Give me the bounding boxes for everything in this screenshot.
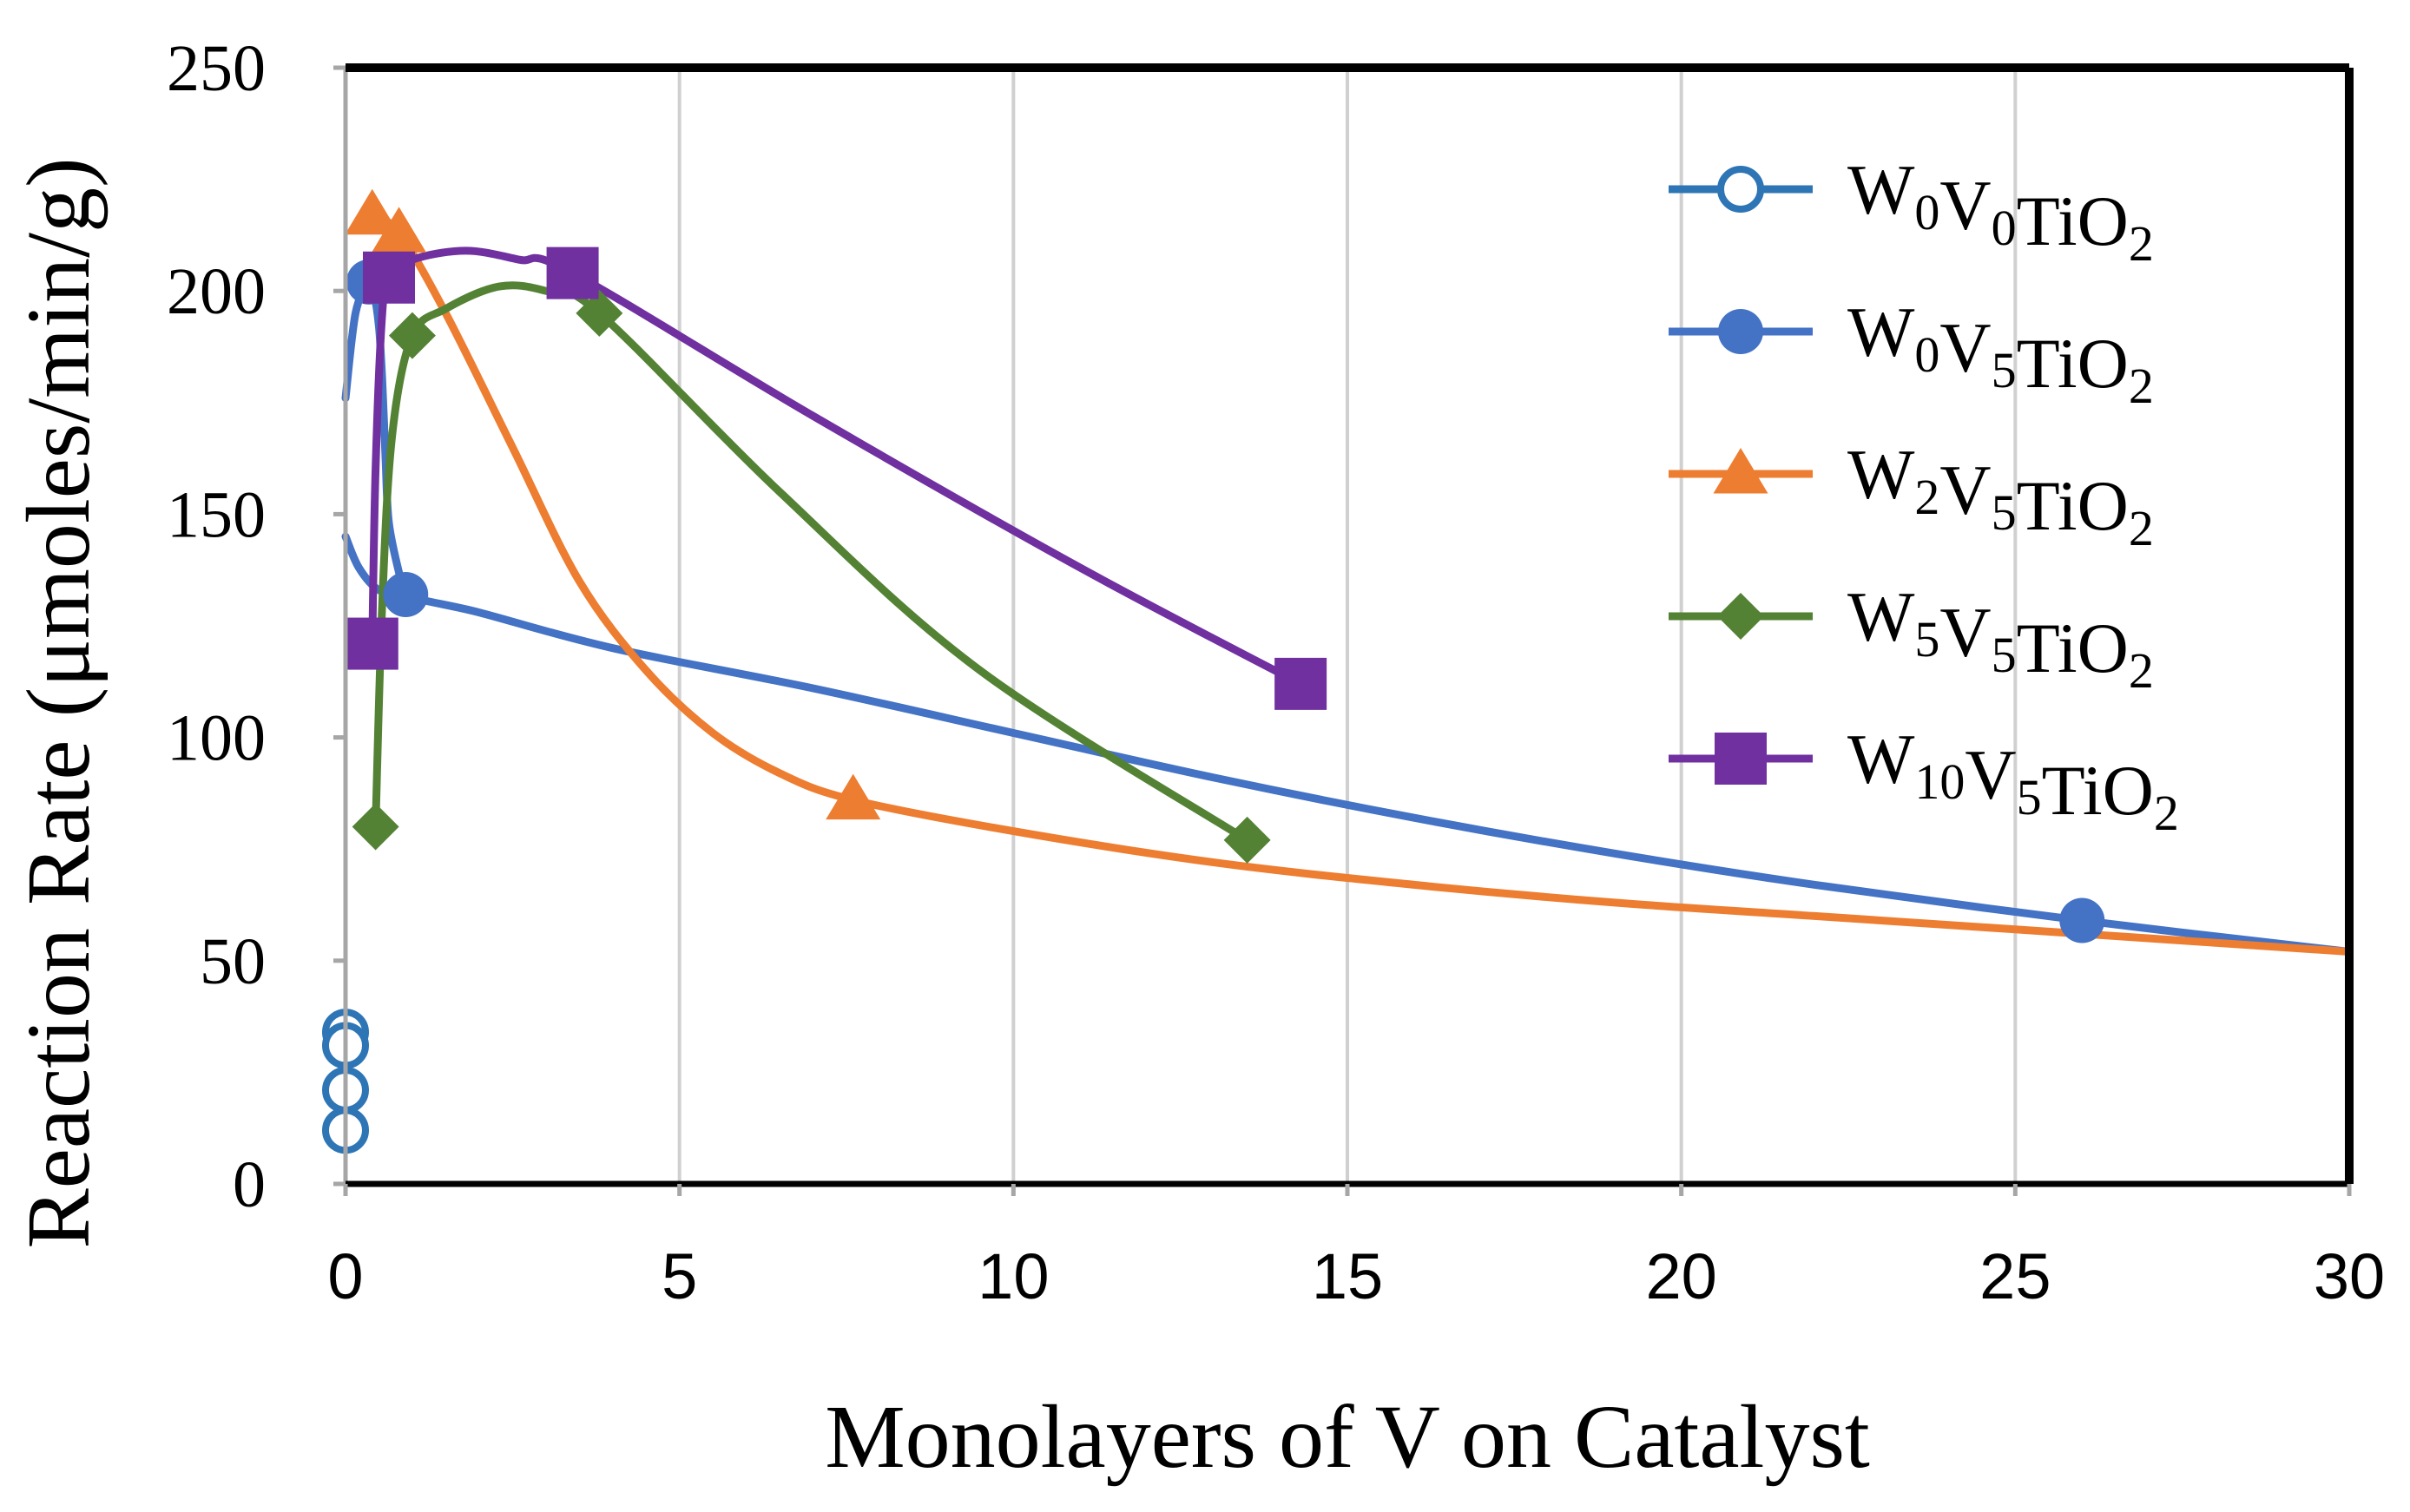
data-point-series-1 — [383, 571, 429, 617]
legend-label-text: V — [1939, 450, 1991, 529]
plot-frame — [333, 63, 2354, 1196]
data-point-series-4 — [546, 247, 599, 299]
x-tick-label: 30 — [2314, 1240, 2385, 1312]
legend-label-subscript: 2 — [2154, 785, 2179, 841]
y-tick-label: 150 — [167, 478, 266, 551]
data-point-series-3 — [388, 312, 436, 359]
circle-legend-marker — [1718, 309, 1763, 354]
data-point-series-4 — [363, 251, 416, 304]
x-tick-label: 15 — [1312, 1240, 1383, 1312]
legend-entry-2: W2V5TiO2 — [1669, 435, 2154, 556]
x-tick-label: 5 — [662, 1240, 697, 1312]
legend-label: W5V5TiO2 — [1847, 577, 2154, 699]
legend-label-text: W — [1847, 435, 1915, 514]
data-point-series-4 — [1274, 657, 1327, 710]
legend-label-subscript: 2 — [1914, 469, 1939, 525]
data-point-series-3 — [1223, 816, 1271, 864]
legend-label-subscript: 2 — [2129, 215, 2154, 272]
y-tick-label: 0 — [233, 1148, 266, 1221]
x-tick-label: 20 — [1646, 1240, 1717, 1312]
legend-label-text: W — [1847, 150, 1915, 229]
legend-label-text: TiO — [2017, 324, 2129, 403]
x-axis-title: Monolayers of V on Catalyst — [825, 1387, 1870, 1487]
series-curves — [341, 211, 2354, 956]
legend-label: W10V5TiO2 — [1847, 720, 2179, 841]
x-tick-label: 0 — [327, 1240, 363, 1312]
legend-label-subscript: 0 — [1914, 326, 1939, 383]
legend-label-subscript: 10 — [1914, 753, 1965, 810]
legend-label-subscript: 2 — [2129, 642, 2154, 699]
data-point-series-2 — [372, 207, 427, 253]
legend-label-subscript: 0 — [1992, 200, 2017, 256]
legend-label-text: V — [1939, 308, 1991, 387]
data-point-series-1 — [2059, 897, 2105, 943]
legend-entry-0: W0V0TiO2 — [1669, 150, 2154, 272]
triangle-legend-marker — [1713, 448, 1768, 494]
legend-label-text: W — [1847, 720, 1915, 799]
square-legend-marker — [1715, 733, 1767, 785]
y-tick-label: 250 — [167, 32, 266, 105]
open-circle-legend-marker — [1717, 166, 1764, 213]
x-tick-label: 10 — [978, 1240, 1049, 1312]
data-point-series-2 — [826, 773, 881, 820]
series-line-2 — [368, 211, 2354, 956]
data-point-series-2 — [345, 188, 400, 235]
y-axis-title: Reaction Rate (μmoles/min/g) — [9, 157, 109, 1248]
series-line-3 — [372, 281, 1252, 845]
legend-label-subscript: 2 — [2129, 358, 2154, 414]
legend-label-text: TiO — [2042, 751, 2154, 830]
legend-label-text: V — [1939, 593, 1991, 672]
legend-label-subscript: 5 — [2017, 769, 2042, 825]
legend-label: W2V5TiO2 — [1847, 435, 2154, 556]
legend-entry-4: W10V5TiO2 — [1669, 720, 2179, 841]
legend-entry-1: W0V5TiO2 — [1669, 293, 2154, 414]
legend-label-subscript: 2 — [2129, 500, 2154, 556]
series-markers — [322, 188, 2105, 1154]
y-tick-label: 200 — [167, 255, 266, 328]
legend-label-subscript: 5 — [1914, 611, 1939, 667]
legend-label-text: W — [1847, 577, 1915, 656]
legend-label-text: TiO — [2017, 608, 2129, 687]
legend-label-subscript: 5 — [1992, 342, 2017, 398]
data-point-series-3 — [352, 803, 399, 851]
legend-label-text: TiO — [2017, 466, 2129, 545]
legend-label: W0V5TiO2 — [1847, 293, 2154, 414]
y-tick-label: 50 — [200, 925, 266, 998]
diamond-legend-marker — [1717, 593, 1764, 640]
data-point-series-4 — [346, 617, 398, 670]
legend: W0V0TiO2W0V5TiO2W2V5TiO2W5V5TiO2W10V5TiO… — [1669, 150, 2179, 841]
y-tick-label: 100 — [167, 702, 266, 775]
legend-label-text: V — [1965, 735, 2016, 814]
x-tick-label: 25 — [1979, 1240, 2051, 1312]
legend-label: W0V0TiO2 — [1847, 150, 2154, 272]
legend-label-text: TiO — [2017, 181, 2129, 260]
legend-entry-3: W5V5TiO2 — [1669, 577, 2154, 699]
legend-label-subscript: 5 — [1992, 627, 2017, 683]
series-line-4 — [368, 247, 1305, 688]
legend-label-text: W — [1847, 293, 1915, 371]
legend-label-subscript: 5 — [1992, 484, 2017, 541]
legend-label-text: V — [1939, 166, 1991, 245]
legend-label-subscript: 0 — [1914, 184, 1939, 240]
grid-lines — [677, 68, 2018, 1184]
data-point-series-3 — [576, 289, 623, 337]
